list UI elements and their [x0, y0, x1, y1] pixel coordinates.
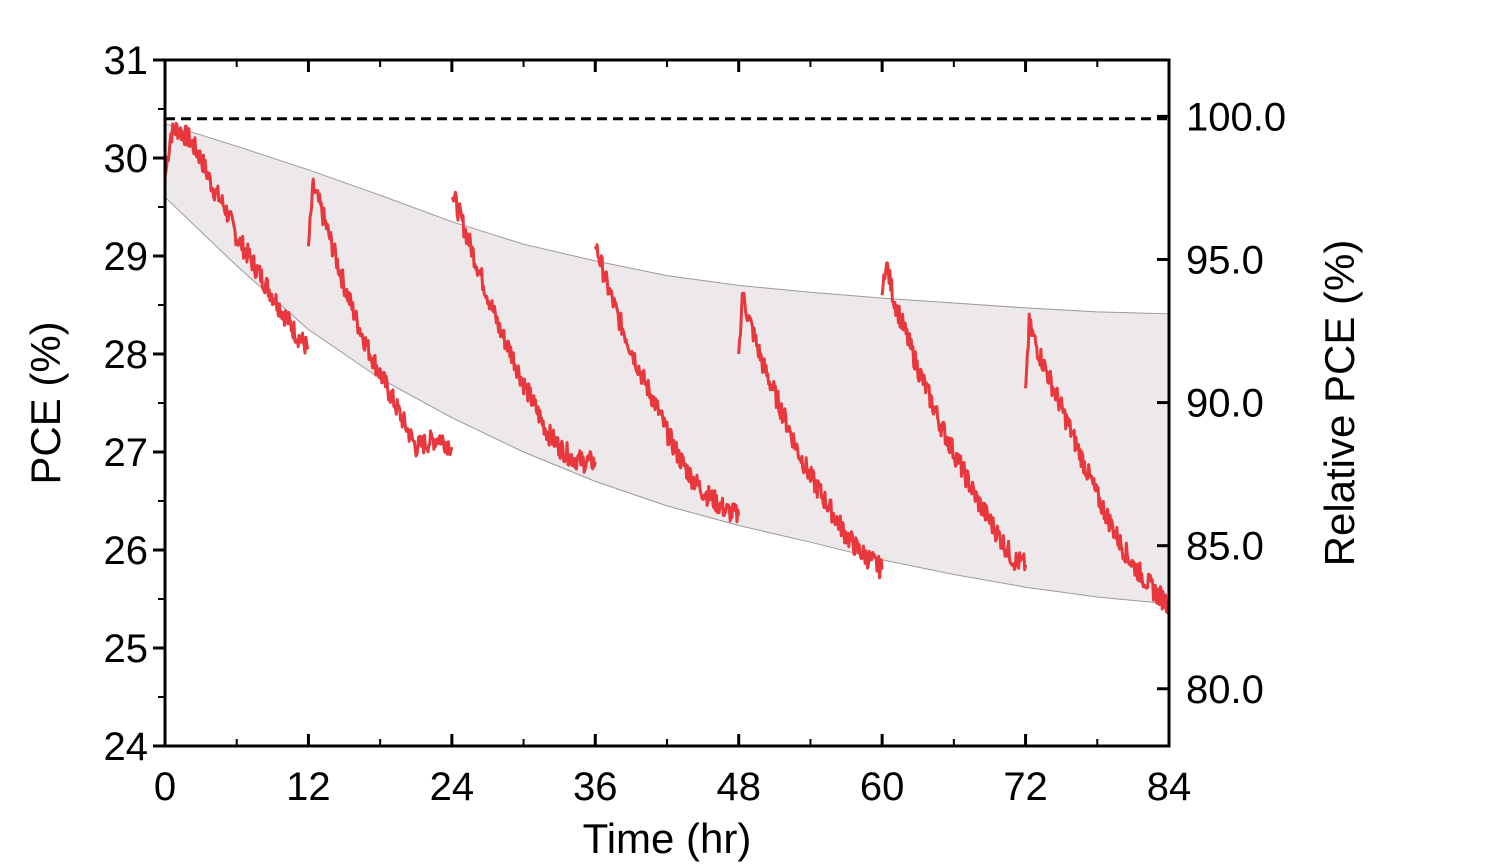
- y2-tick-label: 90.0: [1186, 382, 1264, 426]
- y-tick-label: 31: [104, 39, 149, 83]
- x-tick-label: 84: [1147, 765, 1192, 809]
- y2-tick-label: 100.0: [1186, 95, 1286, 139]
- x-tick-label: 12: [286, 765, 331, 809]
- series-segment-2: [306, 177, 454, 458]
- series-segment-1: [163, 121, 310, 355]
- x-tick-label: 72: [1003, 765, 1048, 809]
- y-tick-label: 28: [104, 333, 149, 377]
- x-tick-label: 36: [573, 765, 618, 809]
- x-axis-title: Time (hr): [583, 815, 752, 862]
- y2-tick-label: 95.0: [1186, 238, 1264, 282]
- y-axis-title: PCE (%): [22, 321, 69, 484]
- series-segment-7: [1024, 312, 1171, 615]
- shaded-range-band: [164, 123, 1170, 605]
- pce-series: [163, 121, 1171, 615]
- x-tick-label: 48: [716, 765, 761, 809]
- series-segment-5: [737, 291, 884, 580]
- y-axis-left: 24 25 26 27 28 29 30 31: [104, 39, 165, 769]
- y-axis-right: 80.0 85.0 90.0 95.0 100.0: [1157, 95, 1286, 712]
- series-segment-6: [880, 261, 1028, 572]
- series-segment-3: [450, 190, 597, 474]
- y2-tick-label: 85.0: [1186, 525, 1264, 569]
- y-tick-label: 24: [104, 725, 149, 769]
- y-tick-label: 27: [104, 431, 149, 475]
- series-segment-4: [593, 243, 741, 524]
- x-tick-label: 60: [860, 765, 905, 809]
- band-area: [164, 123, 1170, 605]
- y-tick-label: 29: [104, 235, 149, 279]
- x-axis: 0 12 24 36 48 60 72 84: [154, 60, 1191, 809]
- x-tick-label: 0: [154, 765, 176, 809]
- y2-tick-label: 80.0: [1186, 668, 1264, 712]
- y2-axis-title: Relative PCE (%): [1316, 240, 1363, 567]
- y-tick-label: 25: [104, 627, 149, 671]
- x-tick-label: 24: [430, 765, 475, 809]
- y-tick-label: 26: [104, 529, 149, 573]
- y-tick-label: 30: [104, 137, 149, 181]
